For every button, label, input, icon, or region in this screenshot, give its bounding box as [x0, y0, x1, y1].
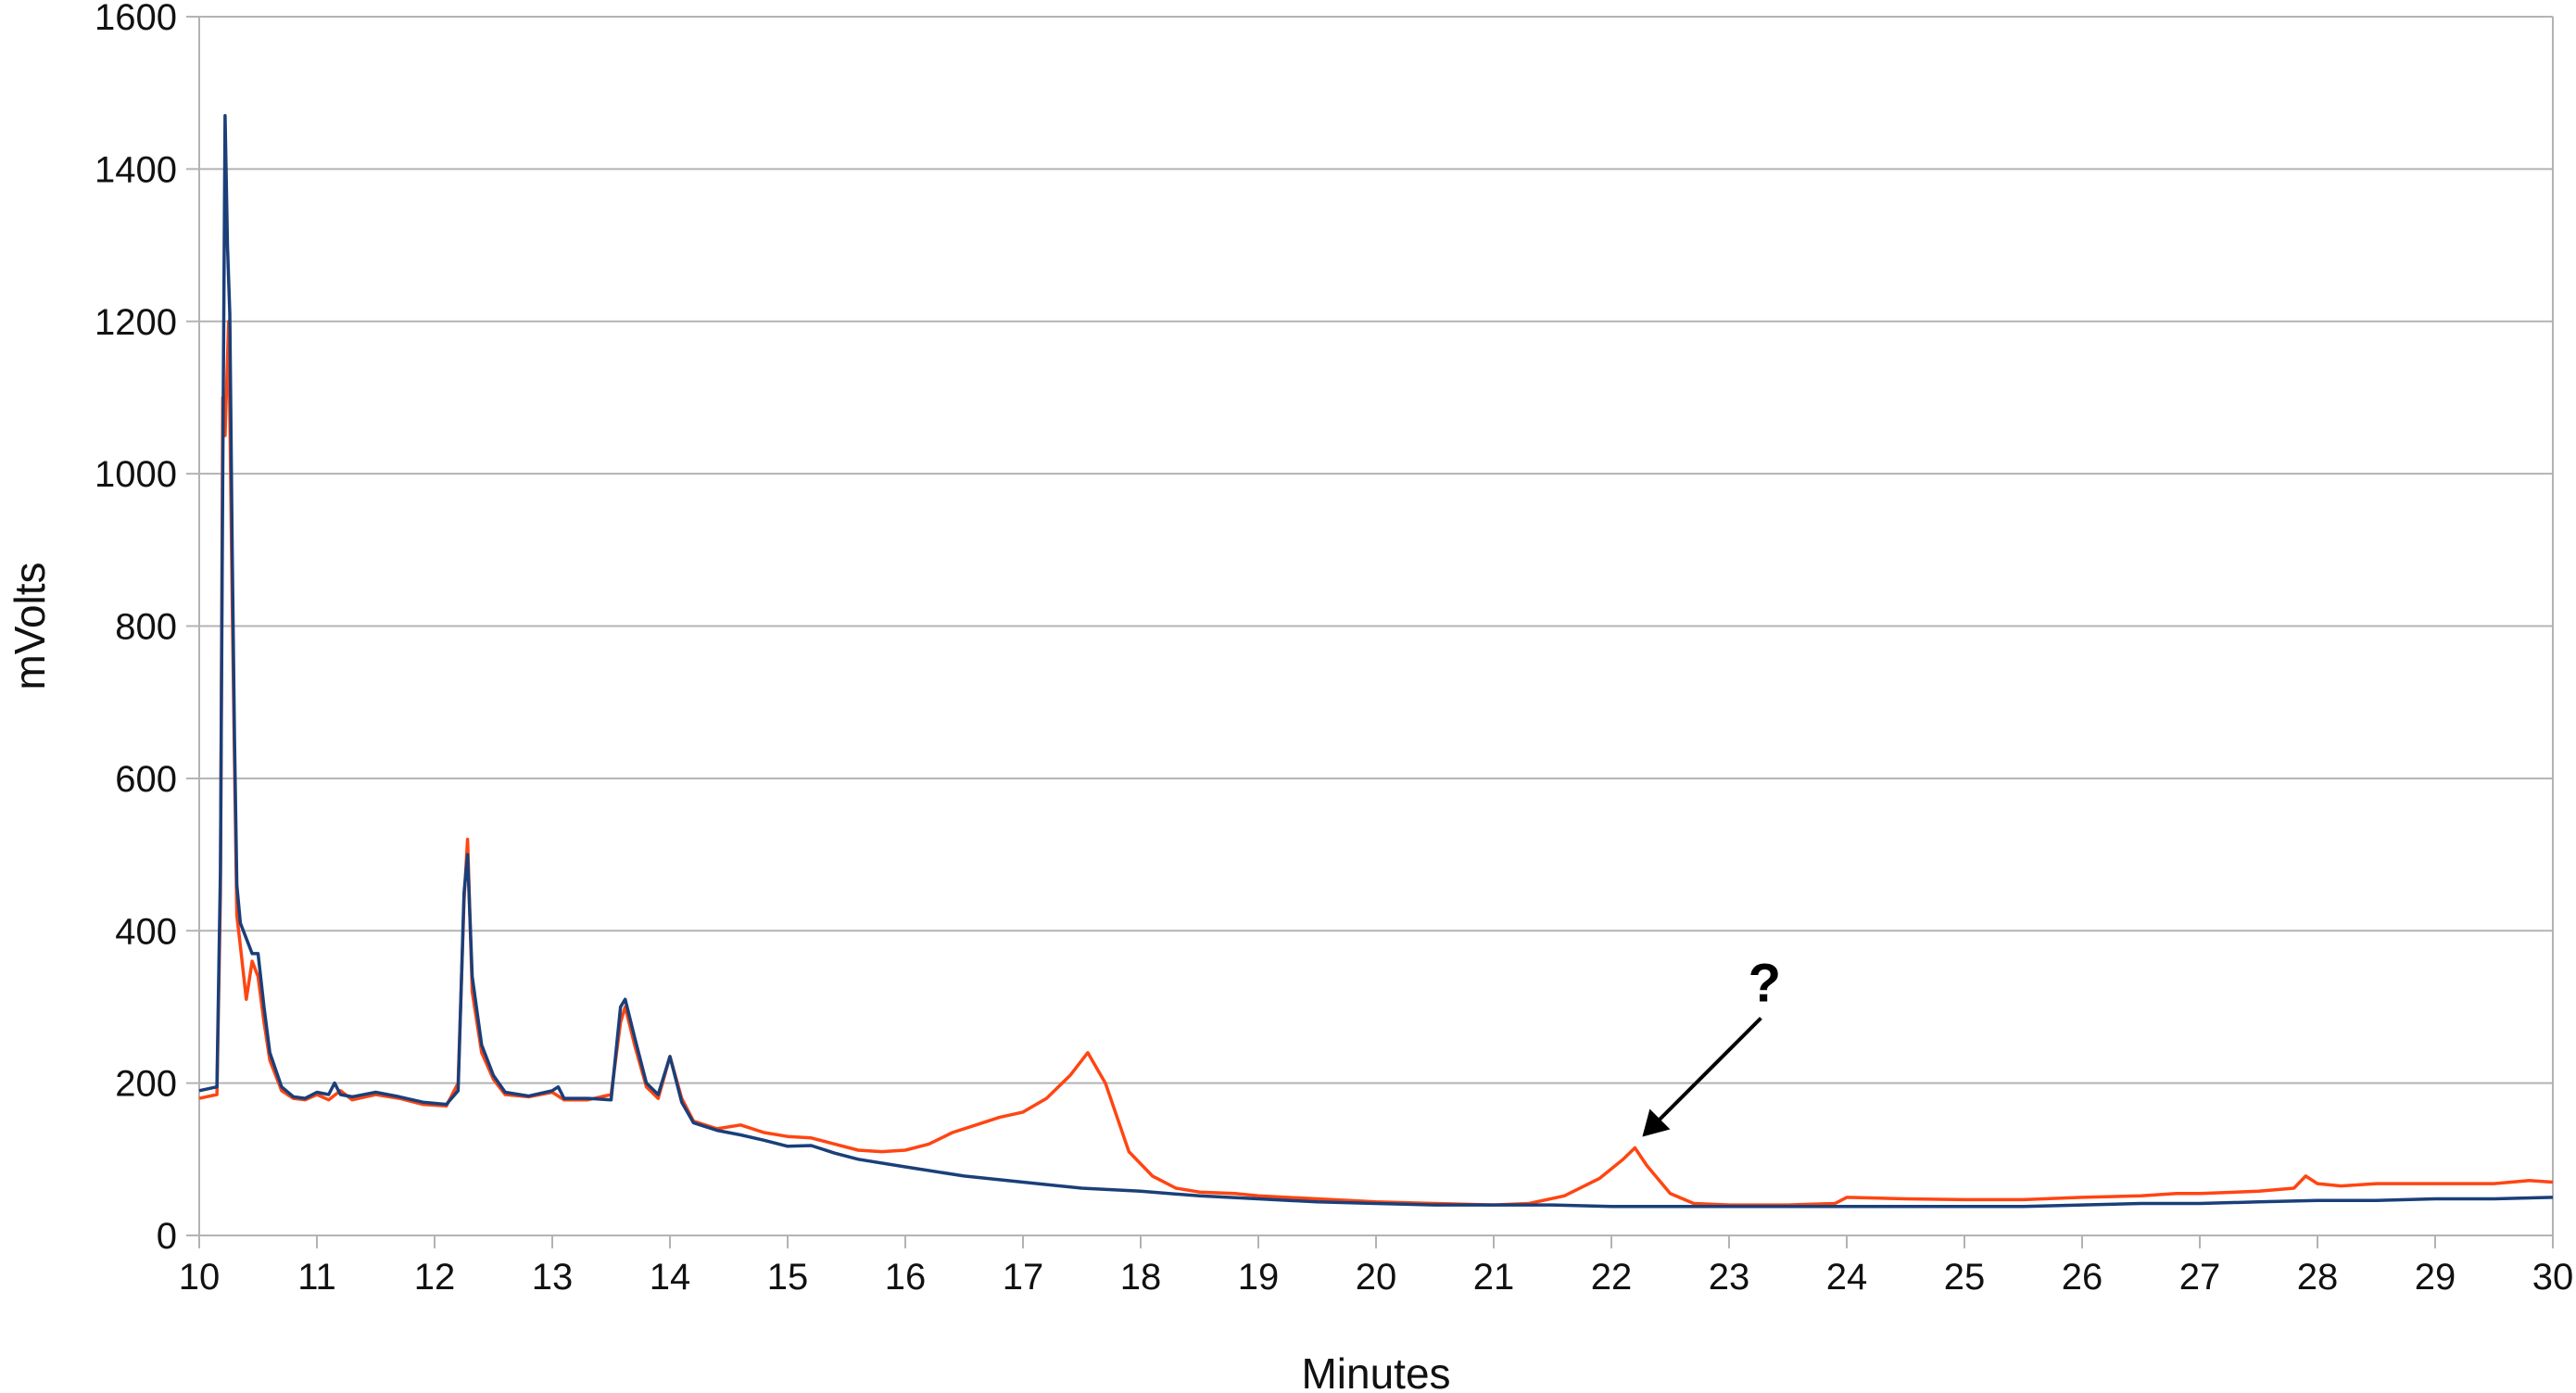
y-tick-label: 1400 [95, 149, 177, 190]
x-tick-label: 16 [885, 1257, 927, 1298]
y-tick-label: 1200 [95, 302, 177, 343]
axes: 0 200 400 600 800 1000 1200 1400 1600 10 11 12 13 14 1… [95, 0, 2573, 1298]
x-tick-label: 19 [1238, 1257, 1280, 1298]
x-tick-label: 25 [1944, 1257, 1986, 1298]
y-tick-label: 1600 [95, 0, 177, 38]
x-axis-title: Minutes [1301, 1349, 1450, 1393]
x-tick-label: 29 [2415, 1257, 2456, 1298]
x-tick-label: 20 [1356, 1257, 1397, 1298]
x-tick-label: 14 [650, 1257, 691, 1298]
x-tick-label: 27 [2179, 1257, 2221, 1298]
y-tick-label: 1000 [95, 454, 177, 495]
x-tick-label: 18 [1120, 1257, 1162, 1298]
annotation-arrowhead [1642, 1108, 1671, 1137]
x-tick-label: 26 [2062, 1257, 2103, 1298]
x-tick-label: 12 [414, 1257, 456, 1298]
x-tick-label: 22 [1591, 1257, 1633, 1298]
x-tick-label: 28 [2297, 1257, 2339, 1298]
x-tick-label: 24 [1826, 1257, 1868, 1298]
y-tick-label: 800 [115, 607, 177, 648]
grid-lines [199, 16, 2553, 1084]
x-tick-label: 15 [767, 1257, 809, 1298]
y-tick-label: 200 [115, 1064, 177, 1105]
x-tick-label: 13 [532, 1257, 574, 1298]
x-tick-label: 11 [297, 1257, 336, 1298]
series-line-2 [198, 114, 2554, 1209]
y-tick-label: 0 [157, 1216, 177, 1257]
x-tick-label: 30 [2532, 1257, 2574, 1298]
x-tick-label: 17 [1003, 1257, 1044, 1298]
series-layer [198, 114, 2554, 1209]
y-tick-label: 400 [115, 911, 177, 952]
annotation: ? [1642, 953, 1781, 1137]
x-tick-label: 21 [1473, 1257, 1515, 1298]
annotation-label: ? [1749, 953, 1781, 1013]
y-tick-label: 600 [115, 759, 177, 800]
y-axis-title: mVolts [6, 562, 54, 690]
x-tick-label: 10 [179, 1257, 221, 1298]
x-tick-label: 23 [1709, 1257, 1750, 1298]
annotation-arrow [1653, 1017, 1762, 1125]
